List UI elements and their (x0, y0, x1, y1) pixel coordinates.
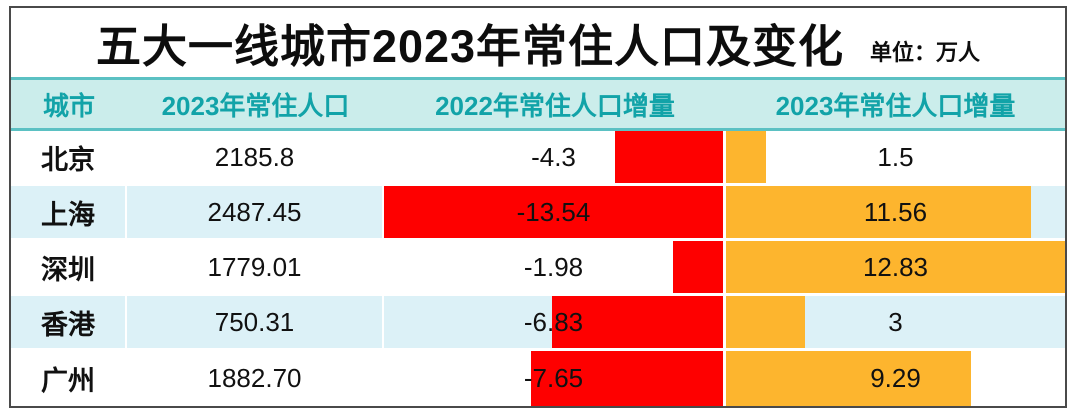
table-header-row: 城市 2023年常住人口 2022年常住人口增量 2023年常住人口增量 (11, 77, 1065, 131)
unit-label: 单位：万人 (870, 39, 981, 65)
increment-2023-cell: 1.5 (726, 131, 1065, 183)
population-value: 2487.45 (127, 186, 384, 238)
city-name: 北京 (11, 131, 127, 183)
positive-bar (726, 351, 972, 406)
increment-2022-value: -4.3 (531, 141, 576, 172)
population-value: 1779.01 (127, 241, 384, 293)
header-city: 城市 (42, 90, 95, 121)
population-value: 2185.8 (127, 131, 384, 183)
negative-bar (531, 351, 723, 406)
increment-2022-value: -6.83 (523, 306, 584, 337)
positive-bar (726, 186, 1032, 238)
negative-bar (552, 296, 723, 348)
increment-2022-cell: -7.65 (384, 351, 726, 406)
table-row: 香港 750.31 -6.83 3 (11, 296, 1065, 351)
header-population-2023: 2023年常住人口 (161, 90, 350, 121)
header-increment-2023: 2023年常住人口增量 (775, 90, 1016, 121)
table-body: 北京 2185.8 -4.3 1.5 上海 2487.45 -13.54 11.56 深圳 177… (11, 131, 1065, 406)
increment-2023-cell: 9.29 (726, 351, 1065, 406)
table-row: 北京 2185.8 -4.3 1.5 (11, 131, 1065, 186)
increment-2022-cell: -13.54 (384, 186, 726, 238)
city-name: 广州 (11, 351, 127, 406)
city-name: 深圳 (11, 241, 127, 293)
population-value: 750.31 (127, 296, 384, 348)
negative-bar (615, 131, 723, 183)
increment-2022-cell: -1.98 (384, 241, 726, 293)
title-bar: 五大一线城市2023年常住人口及变化 单位：万人 (11, 8, 1065, 77)
increment-2023-value: 9.29 (870, 363, 921, 393)
increment-2023-value: 1.5 (877, 141, 914, 172)
increment-2023-cell: 3 (726, 296, 1065, 348)
increment-2022-cell: -6.83 (384, 296, 726, 348)
increment-2023-cell: 12.83 (726, 241, 1065, 293)
population-value: 1882.70 (127, 351, 384, 406)
increment-2023-value: 3 (888, 306, 903, 337)
increment-2022-value: -1.98 (523, 251, 584, 282)
table-frame: 五大一线城市2023年常住人口及变化 单位：万人 城市 2023年常住人口 20… (9, 6, 1067, 408)
increment-2022-value: -13.54 (516, 196, 591, 227)
increment-2022-cell: -4.3 (384, 131, 726, 183)
increment-2023-cell: 11.56 (726, 186, 1065, 238)
positive-bar (726, 241, 1065, 293)
negative-bar (673, 241, 723, 293)
header-increment-2022: 2022年常住人口增量 (435, 90, 675, 121)
table-row: 深圳 1779.01 -1.98 12.83 (11, 241, 1065, 296)
page-title: 五大一线城市2023年常住人口及变化 (95, 21, 845, 72)
positive-bar (726, 131, 766, 183)
table-row: 广州 1882.70 -7.65 9.29 (11, 351, 1065, 406)
increment-2023-value: 11.56 (863, 196, 928, 227)
city-name: 上海 (11, 186, 127, 238)
increment-2022-value: -7.65 (523, 363, 584, 393)
increment-2023-value: 12.83 (862, 251, 929, 282)
city-name: 香港 (11, 296, 127, 348)
negative-bar (384, 186, 723, 238)
positive-bar (726, 296, 806, 348)
table-row: 上海 2487.45 -13.54 11.56 (11, 186, 1065, 241)
